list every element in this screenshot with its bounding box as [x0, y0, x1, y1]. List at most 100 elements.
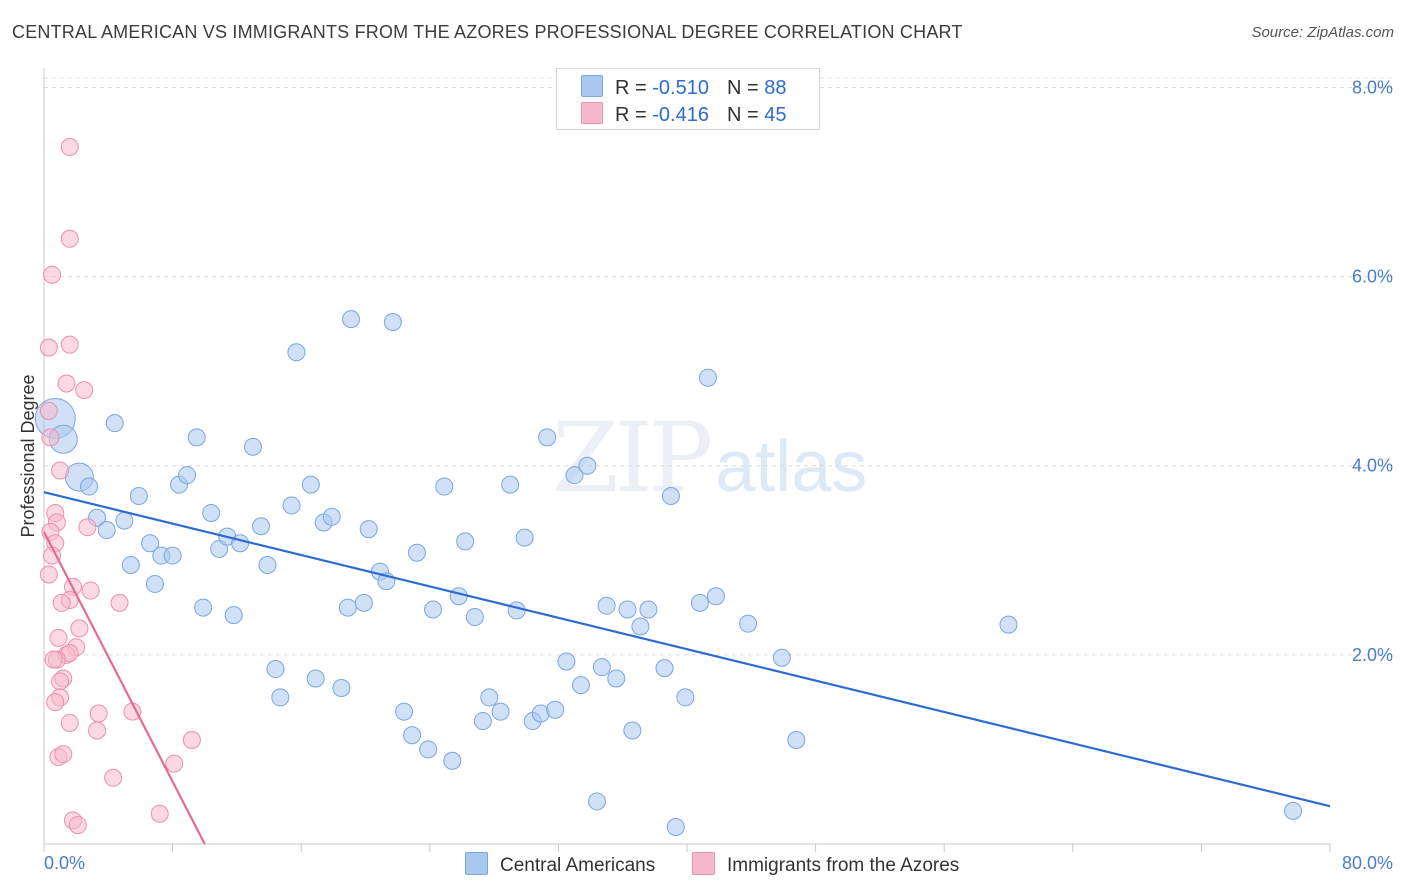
y-tick-label: 4.0% — [1352, 456, 1393, 476]
data-point — [41, 428, 60, 447]
data-point — [661, 486, 680, 505]
watermark-zip: ZIP — [552, 402, 713, 514]
data-point — [110, 593, 129, 612]
data-point — [1284, 801, 1303, 820]
data-point — [39, 338, 58, 357]
data-point — [49, 628, 68, 647]
data-point — [306, 669, 325, 688]
data-point — [607, 669, 626, 688]
data-point — [515, 528, 534, 547]
data-point — [666, 817, 685, 836]
legend-swatch-blue — [581, 75, 603, 97]
data-point — [129, 486, 148, 505]
data-point — [706, 587, 725, 606]
series-azores-immigrants — [39, 138, 201, 835]
legend-n-value: 88 — [764, 77, 787, 99]
x-tick-label: 80.0% — [1342, 853, 1393, 873]
data-point — [322, 507, 341, 526]
data-point — [60, 138, 79, 157]
data-point — [68, 816, 87, 835]
data-point — [592, 658, 611, 677]
series-central-americans — [34, 310, 1303, 836]
data-point — [75, 381, 94, 400]
data-point — [104, 768, 123, 787]
data-point — [224, 606, 243, 625]
data-point — [623, 721, 642, 740]
data-point — [501, 475, 520, 494]
data-point — [150, 804, 169, 823]
data-point — [163, 546, 182, 565]
data-point — [465, 608, 484, 627]
data-point — [456, 532, 475, 551]
data-point — [403, 726, 422, 745]
data-point — [39, 401, 58, 420]
data-point — [81, 581, 100, 600]
bottom-legend-swatch-blue — [465, 852, 488, 875]
axes — [43, 68, 1331, 852]
data-point — [473, 712, 492, 731]
data-point — [89, 704, 108, 723]
bottom-legend-label: Central Americans — [500, 855, 656, 876]
data-point — [443, 751, 462, 770]
data-point — [165, 754, 184, 773]
data-point — [631, 617, 650, 636]
data-point — [597, 596, 616, 615]
legend-n-label: N = — [726, 77, 765, 99]
data-point — [565, 466, 584, 485]
data-point — [557, 652, 576, 671]
y-tick-label: 6.0% — [1352, 267, 1393, 287]
data-point — [419, 740, 438, 759]
data-point — [282, 496, 301, 515]
tick-labels: 2.0% 4.0% 6.0% 8.0% 0.0% 80.0% Professional De… — [18, 77, 1393, 873]
x-tick-label: 0.0% — [44, 853, 85, 873]
data-point — [342, 310, 361, 329]
data-point — [787, 730, 806, 749]
data-point — [435, 477, 454, 496]
data-point — [60, 335, 79, 354]
data-point — [52, 593, 71, 612]
y-axis-label: Professional Degree — [18, 374, 38, 537]
legend-n-value: 45 — [764, 104, 787, 126]
data-point — [507, 601, 526, 620]
data-point — [266, 660, 285, 679]
data-point — [182, 730, 201, 749]
data-point — [141, 534, 160, 553]
data-point — [301, 475, 320, 494]
data-point — [546, 700, 565, 719]
data-point — [97, 521, 116, 540]
y-tick-label: 8.0% — [1352, 77, 1393, 97]
trend-lines — [43, 491, 1331, 845]
data-point — [105, 414, 124, 433]
data-point — [655, 659, 674, 678]
data-point — [43, 265, 62, 284]
data-point — [698, 368, 717, 387]
data-point — [739, 614, 758, 633]
legend: R = -0.510 N = 88 R = -0.416 N = 45 — [556, 68, 820, 130]
data-point — [271, 688, 290, 707]
data-point — [121, 556, 140, 575]
data-point — [78, 518, 97, 537]
data-point — [538, 428, 557, 447]
legend-r-value: -0.510 — [652, 77, 709, 99]
data-point — [194, 598, 213, 617]
watermark-atlas: atlas — [715, 427, 868, 507]
data-point — [639, 600, 658, 619]
data-point — [449, 587, 468, 606]
data-point — [578, 456, 597, 475]
data-point — [202, 504, 221, 523]
data-point — [60, 229, 79, 248]
data-point — [690, 593, 709, 612]
trend-line — [43, 491, 1331, 808]
data-point — [332, 678, 351, 697]
data-point — [57, 374, 76, 393]
data-point — [587, 792, 606, 811]
grid-lines — [44, 77, 1392, 656]
y-tick-label: 2.0% — [1352, 645, 1393, 665]
data-point — [243, 437, 262, 456]
source-label: Source: ZipAtlas.com — [1251, 24, 1394, 41]
bottom-legend-azores: Immigrants from the Azores — [692, 852, 959, 877]
data-point — [395, 702, 414, 721]
data-point — [772, 648, 791, 667]
data-point — [145, 574, 164, 593]
